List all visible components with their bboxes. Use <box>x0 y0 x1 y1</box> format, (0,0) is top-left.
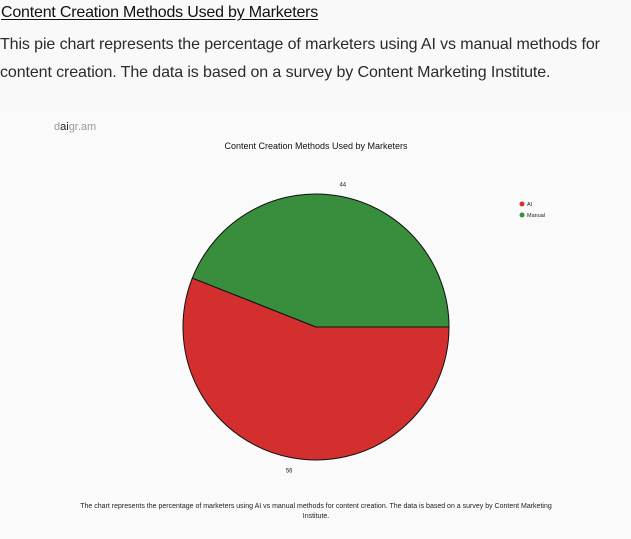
pie-slice-ai[interactable] <box>182 277 450 461</box>
daigram-logo: daigr.am <box>54 121 97 133</box>
legend-label: AI <box>527 202 533 208</box>
legend-swatch <box>519 201 525 207</box>
pie-slice-manual[interactable] <box>191 193 450 328</box>
chart-caption: The chart represents the percentage of m… <box>80 503 552 520</box>
pie-slices <box>182 193 450 461</box>
chart-title: Content Creation Methods Used by Markete… <box>224 141 408 151</box>
page-title-link[interactable]: Content Creation Methods Used by Markete… <box>1 4 319 21</box>
page-description: This pie chart represents the percentage… <box>0 36 600 81</box>
data-label-manual: 44 <box>339 183 346 189</box>
pie-chart: Content Creation Methods Used by Markete… <box>182 141 546 475</box>
pie-data-labels: 56 44 <box>286 183 347 475</box>
data-label-ai: 56 <box>286 469 293 475</box>
legend-item-manual[interactable]: Manual <box>519 212 546 220</box>
chart-legend: AI Manual <box>519 201 546 220</box>
legend-item-ai[interactable]: AI <box>519 201 533 209</box>
chart-panel: daigr.am Content Creation Methods Used b… <box>0 112 631 539</box>
legend-swatch <box>519 212 525 218</box>
legend-label: Manual <box>527 213 545 219</box>
